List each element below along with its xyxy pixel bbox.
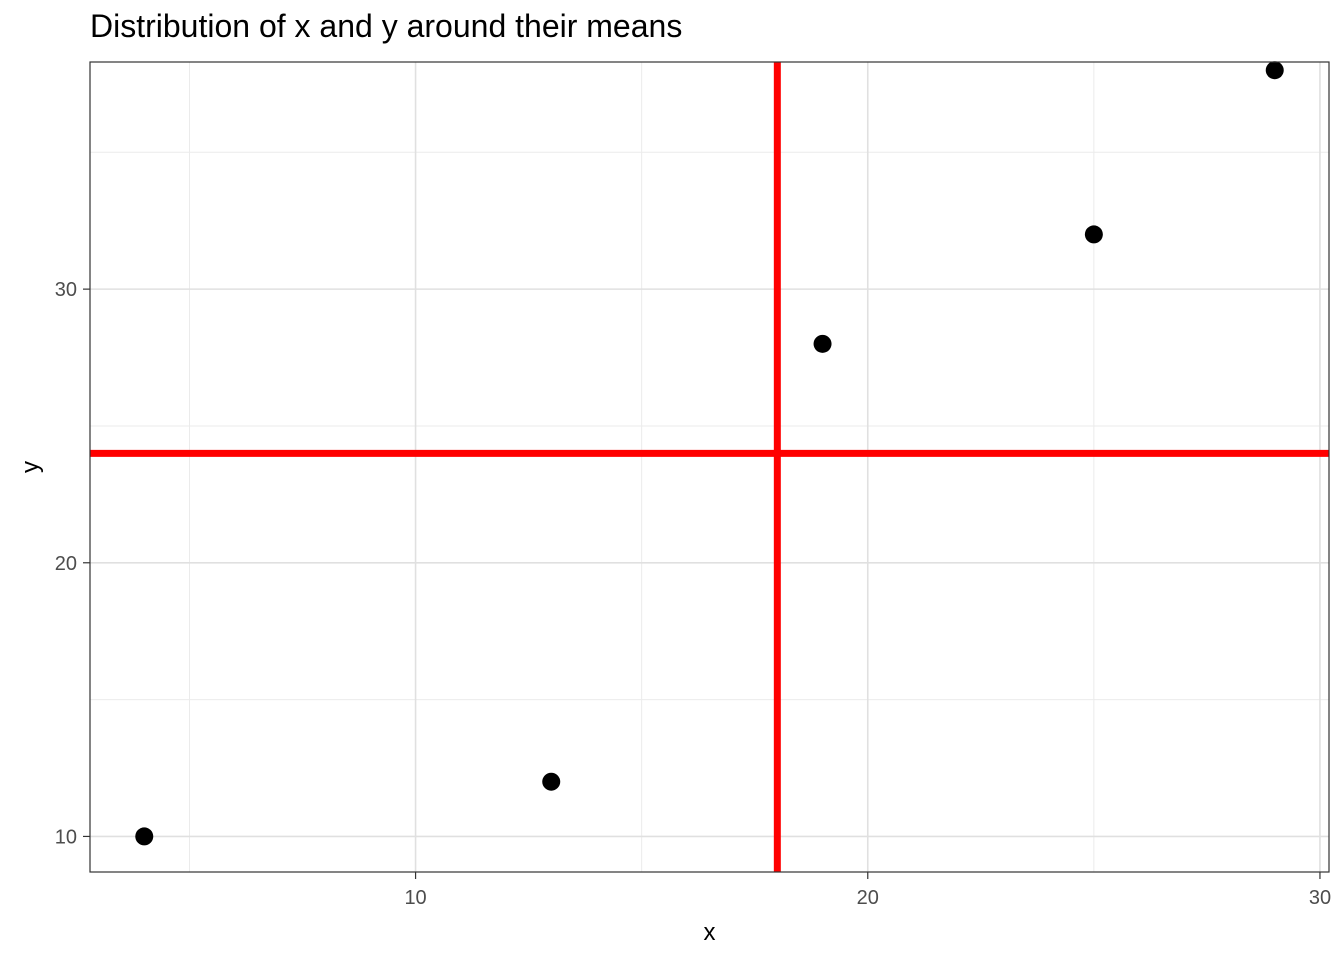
data-points — [135, 61, 1284, 846]
data-point — [135, 827, 154, 846]
x-tick-label: 10 — [404, 887, 426, 909]
data-point — [813, 334, 832, 353]
y-tick-label: 20 — [55, 553, 77, 575]
y-tick-label: 30 — [55, 279, 77, 301]
x-axis-title: x — [704, 919, 716, 946]
data-point — [542, 772, 561, 791]
chart-title: Distribution of x and y around their mea… — [90, 8, 683, 44]
data-point — [1265, 61, 1284, 80]
mean-reference-lines — [90, 62, 1329, 872]
grid-lines — [90, 62, 1329, 872]
y-axis-title: y — [17, 461, 44, 473]
x-tick-label: 20 — [857, 887, 879, 909]
x-tick-label: 30 — [1309, 887, 1331, 909]
axis-ticks: 10 20 30 10 20 30 — [55, 279, 1331, 909]
data-point — [1084, 225, 1103, 244]
y-tick-label: 10 — [55, 826, 77, 848]
panel-border — [89, 61, 1330, 873]
